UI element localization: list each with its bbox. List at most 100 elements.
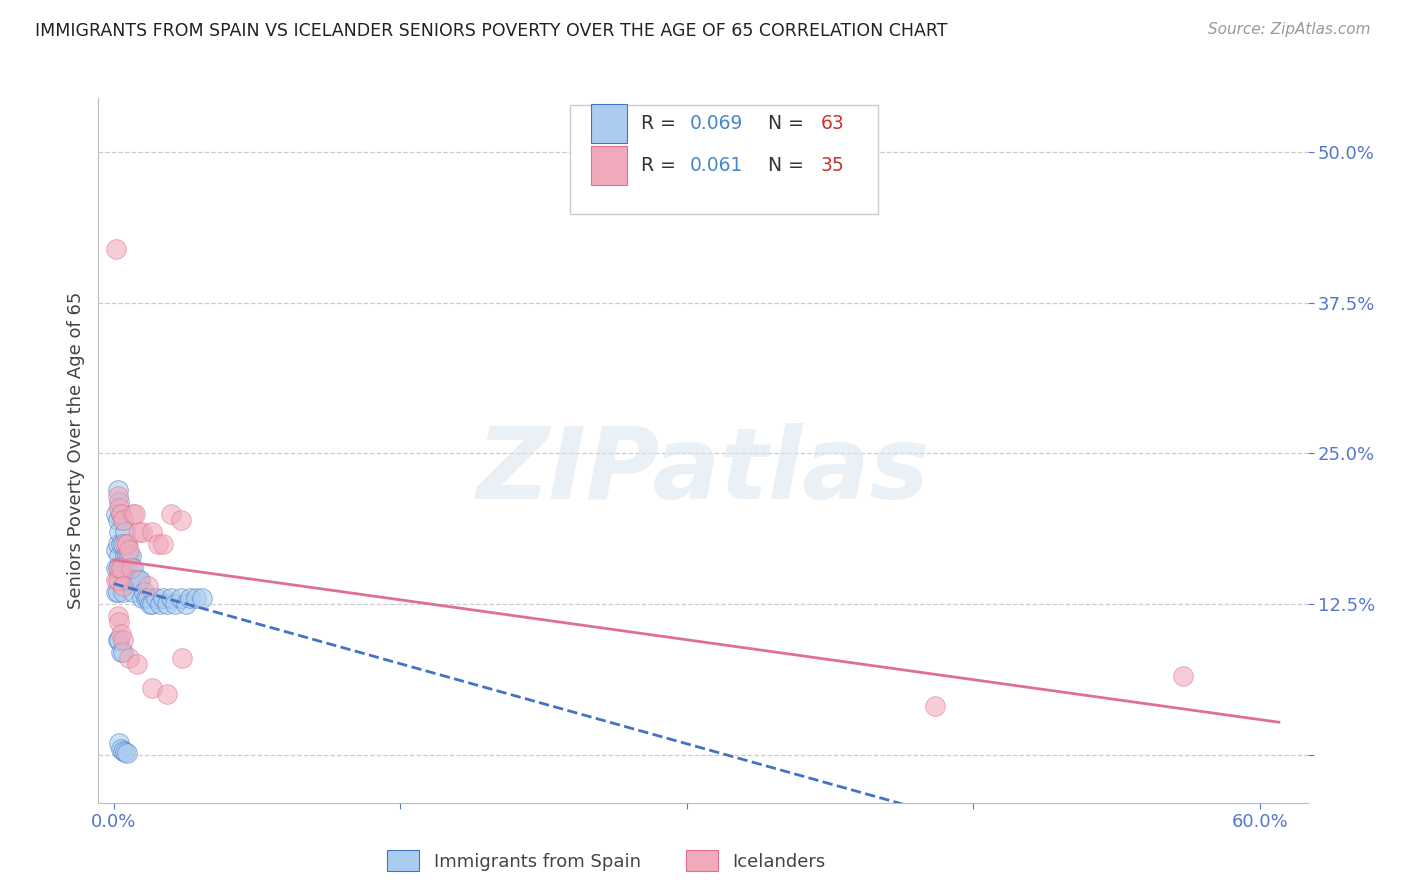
Point: [131, 591, 153, 605]
Point: [125, 657, 148, 672]
Y-axis label: Seniors Poverty Over the Age of 65: Seniors Poverty Over the Age of 65: [66, 292, 84, 609]
Point: [110, 741, 132, 756]
Point: [108, 633, 131, 648]
FancyBboxPatch shape: [591, 146, 627, 185]
Point: [115, 537, 138, 551]
Point: [112, 513, 135, 527]
Point: [112, 579, 135, 593]
Point: [121, 507, 143, 521]
Point: [112, 645, 135, 659]
Point: [121, 561, 143, 575]
Point: [160, 507, 183, 521]
Point: [108, 500, 131, 515]
Point: [134, 585, 156, 599]
Point: [114, 573, 136, 587]
Point: [179, 591, 201, 605]
Point: [112, 561, 135, 575]
Point: [118, 549, 141, 563]
Point: [110, 561, 132, 575]
Point: [160, 591, 183, 605]
Point: [135, 591, 157, 605]
Point: [104, 242, 127, 256]
Point: [184, 591, 207, 605]
Point: [148, 597, 170, 611]
Point: [120, 573, 142, 587]
Point: [112, 585, 135, 599]
FancyBboxPatch shape: [569, 105, 879, 214]
Text: N =: N =: [756, 156, 810, 175]
Point: [136, 579, 159, 593]
Point: [107, 585, 129, 599]
Point: [104, 573, 127, 587]
Point: [110, 507, 132, 521]
Point: [110, 507, 132, 521]
Text: R =: R =: [641, 156, 682, 175]
Text: 63: 63: [820, 113, 844, 133]
Point: [129, 573, 152, 587]
Point: [115, 747, 138, 761]
Point: [131, 524, 153, 539]
Point: [120, 561, 142, 575]
Point: [114, 524, 136, 539]
Text: 0.061: 0.061: [690, 156, 744, 175]
Point: [124, 507, 146, 521]
Point: [110, 537, 132, 551]
Point: [174, 597, 197, 611]
Point: [110, 645, 132, 659]
Point: [104, 507, 127, 521]
Point: [169, 513, 191, 527]
Point: [124, 573, 146, 587]
Point: [141, 524, 163, 539]
Point: [112, 744, 135, 758]
Point: [169, 591, 191, 605]
Point: [110, 561, 132, 575]
Point: [114, 745, 136, 759]
Point: [128, 573, 150, 587]
Point: [156, 597, 179, 611]
Text: Source: ZipAtlas.com: Source: ZipAtlas.com: [1208, 22, 1371, 37]
Point: [107, 513, 129, 527]
Point: [107, 561, 129, 575]
Point: [139, 597, 162, 611]
Point: [115, 561, 138, 575]
Point: [104, 542, 127, 557]
Point: [118, 542, 141, 557]
Point: [118, 573, 141, 587]
Point: [146, 537, 169, 551]
Point: [125, 573, 148, 587]
Legend: Immigrants from Spain, Icelanders: Immigrants from Spain, Icelanders: [380, 843, 834, 879]
Point: [108, 561, 131, 575]
Point: [141, 597, 163, 611]
Point: [128, 524, 150, 539]
Point: [108, 573, 131, 587]
Text: R =: R =: [641, 113, 682, 133]
Point: [107, 537, 129, 551]
Point: [107, 489, 129, 503]
Point: [156, 687, 179, 701]
Point: [107, 573, 129, 587]
Point: [112, 537, 135, 551]
Point: [108, 494, 131, 508]
Point: [190, 591, 212, 605]
Point: [1173, 669, 1195, 683]
Point: [172, 651, 194, 665]
Text: ZIPatlas: ZIPatlas: [477, 423, 929, 520]
Point: [107, 633, 129, 648]
Point: [108, 735, 131, 749]
Text: 0.069: 0.069: [690, 113, 744, 133]
Point: [104, 585, 127, 599]
Point: [112, 633, 135, 648]
Point: [112, 513, 135, 527]
FancyBboxPatch shape: [591, 103, 627, 143]
Point: [152, 537, 174, 551]
Point: [114, 549, 136, 563]
Point: [107, 609, 129, 624]
Point: [118, 651, 141, 665]
Point: [115, 537, 138, 551]
Text: N =: N =: [756, 113, 810, 133]
Point: [141, 681, 163, 696]
Point: [114, 537, 136, 551]
Text: 35: 35: [820, 156, 844, 175]
Point: [121, 585, 143, 599]
Point: [108, 615, 131, 629]
